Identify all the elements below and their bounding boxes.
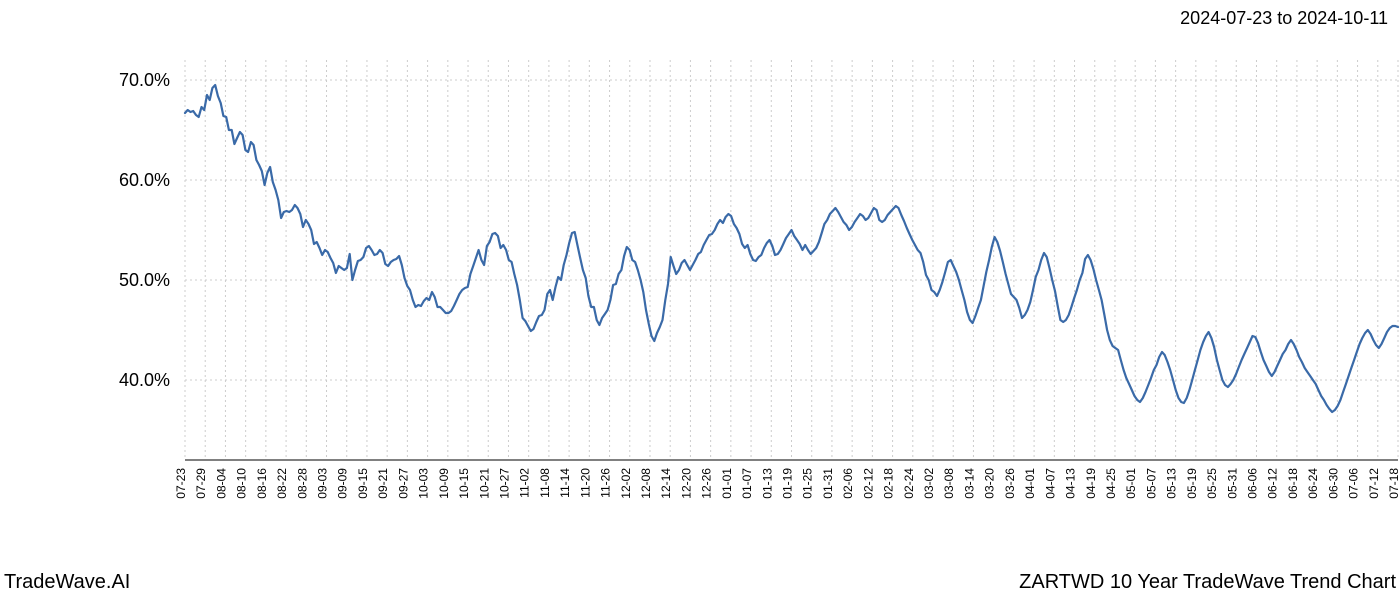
x-tick-label: 07-29 xyxy=(194,468,208,499)
x-tick-label: 01-01 xyxy=(720,468,734,499)
x-tick-label: 09-03 xyxy=(316,468,330,499)
x-tick-label: 03-08 xyxy=(942,468,956,499)
x-tick-label: 08-28 xyxy=(295,468,309,499)
x-tick-label: 04-01 xyxy=(1023,468,1037,499)
x-tick-label: 02-06 xyxy=(841,468,855,499)
x-tick-label: 04-07 xyxy=(1043,468,1057,499)
x-tick-label: 09-27 xyxy=(396,468,410,499)
y-tick-label: 40.0% xyxy=(119,370,170,390)
x-tick-label: 11-14 xyxy=(558,468,572,498)
x-tick-label: 07-18 xyxy=(1387,468,1400,499)
x-tick-label: 06-24 xyxy=(1306,468,1320,499)
x-tick-label: 04-25 xyxy=(1104,468,1118,499)
x-tick-label: 07-12 xyxy=(1367,468,1381,499)
x-tick-label: 09-15 xyxy=(356,468,370,499)
x-tick-label: 05-13 xyxy=(1165,468,1179,499)
chart-title: ZARTWD 10 Year TradeWave Trend Chart xyxy=(1019,571,1396,594)
x-tick-label: 06-30 xyxy=(1326,468,1340,499)
x-tick-label: 04-13 xyxy=(1064,468,1078,499)
x-tick-label: 12-14 xyxy=(659,468,673,499)
x-tick-label: 05-31 xyxy=(1225,468,1239,499)
x-tick-label: 08-16 xyxy=(255,468,269,499)
x-tick-label: 03-02 xyxy=(922,468,936,499)
x-tick-label: 01-13 xyxy=(760,468,774,499)
x-tick-label: 11-20 xyxy=(578,468,592,498)
x-tick-label: 12-20 xyxy=(679,468,693,499)
x-tick-label: 01-31 xyxy=(821,468,835,499)
x-tick-label: 03-20 xyxy=(983,468,997,499)
x-tick-label: 04-19 xyxy=(1084,468,1098,499)
x-tick-label: 06-06 xyxy=(1245,468,1259,499)
x-tick-label: 12-26 xyxy=(700,468,714,499)
x-tick-label: 05-25 xyxy=(1205,468,1219,499)
x-tick-label: 08-10 xyxy=(235,468,249,499)
x-tick-label: 11-26 xyxy=(599,468,613,498)
x-tick-label: 01-25 xyxy=(801,468,815,499)
brand-label: TradeWave.AI xyxy=(4,571,130,594)
date-range-label: 2024-07-23 to 2024-10-11 xyxy=(1180,8,1388,29)
x-tick-label: 11-02 xyxy=(518,468,532,498)
x-tick-label: 01-07 xyxy=(740,468,754,499)
x-tick-label: 06-18 xyxy=(1286,468,1300,499)
y-tick-label: 70.0% xyxy=(119,70,170,90)
x-tick-label: 08-22 xyxy=(275,468,289,499)
x-tick-label: 07-06 xyxy=(1347,468,1361,499)
trend-chart: 40.0% 50.0% 60.0% 70.0% 07-23 07-29 08-04 08-10… xyxy=(0,40,1400,530)
x-tick-label: 02-12 xyxy=(861,468,875,499)
x-tick-label: 09-09 xyxy=(336,468,350,499)
x-tick-label: 02-24 xyxy=(902,468,916,499)
x-tick-label: 10-15 xyxy=(457,468,471,499)
x-tick-label: 09-21 xyxy=(376,468,390,499)
x-tick-label: 10-21 xyxy=(477,468,491,499)
x-tick-label: 11-08 xyxy=(538,468,552,498)
x-tick-label: 07-23 xyxy=(174,468,188,499)
x-tick-label: 05-01 xyxy=(1124,468,1138,499)
x-tick-label: 10-27 xyxy=(497,468,511,499)
x-tick-label: 06-12 xyxy=(1266,468,1280,499)
x-tick-label: 03-14 xyxy=(962,468,976,499)
x-tick-label: 08-04 xyxy=(214,468,228,499)
x-tick-label: 10-09 xyxy=(437,468,451,499)
x-tick-label: 10-03 xyxy=(417,468,431,499)
y-tick-label: 60.0% xyxy=(119,170,170,190)
x-tick-label: 03-26 xyxy=(1003,468,1017,499)
trend-line xyxy=(185,85,1398,412)
y-tick-label: 50.0% xyxy=(119,270,170,290)
x-tick-label: 12-02 xyxy=(619,468,633,499)
x-tick-label: 05-19 xyxy=(1185,468,1199,499)
x-tick-label: 05-07 xyxy=(1144,468,1158,499)
x-tick-label: 12-08 xyxy=(639,468,653,499)
x-tick-label: 01-19 xyxy=(781,468,795,499)
x-tick-label: 02-18 xyxy=(882,468,896,499)
